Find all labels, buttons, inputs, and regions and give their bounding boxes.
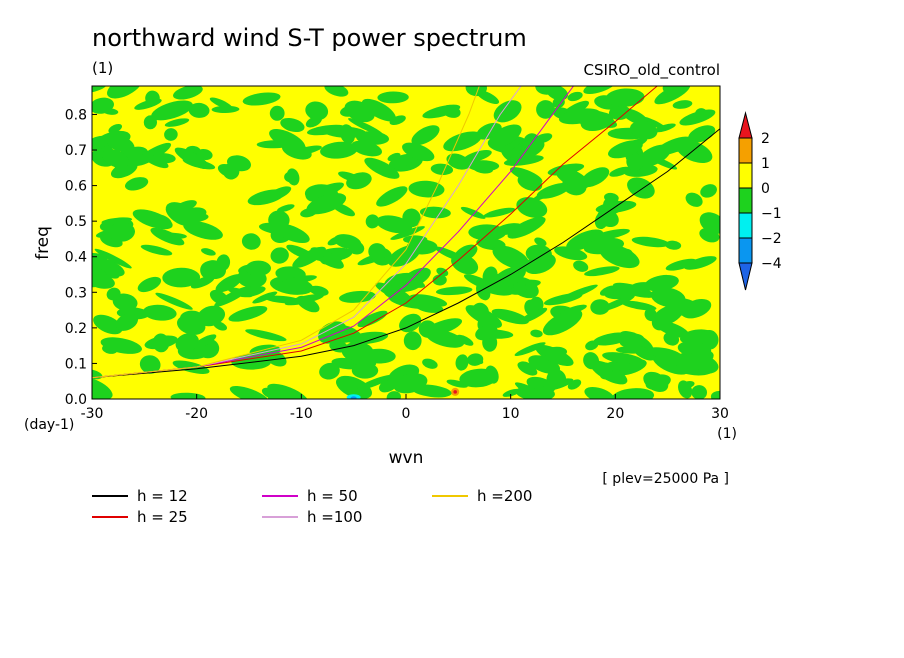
y-tick-label: 0.4 [65, 250, 87, 266]
y-tick-label: 0.3 [65, 285, 87, 301]
legend-label: h = 25 [137, 508, 188, 526]
curve-0 [92, 128, 720, 379]
curve-4 [92, 86, 480, 379]
colorbar-box [738, 237, 753, 264]
y-axis: 0.0 0.1 0.2 0.3 0.4 0.5 0.6 0.7 0.8 [65, 107, 97, 408]
x-tick-label: 20 [606, 406, 624, 422]
y-tick-label: 0.1 [65, 356, 87, 372]
colorbar-label: 2 [761, 131, 770, 147]
colorbar-label: −1 [761, 206, 782, 222]
legend-label: h = 12 [137, 487, 188, 505]
colorbar-top-arrow [738, 111, 753, 139]
x-tick-label: -20 [185, 406, 208, 422]
colorbar-label: 0 [761, 181, 770, 197]
y-tick-label: 0.2 [65, 321, 87, 337]
colorbar-label: −4 [761, 256, 782, 272]
x-axis-label: wvn [389, 448, 424, 468]
y-tick-label: 0.0 [65, 392, 87, 408]
curve-3 [92, 86, 522, 379]
x-tick-label: 10 [502, 406, 520, 422]
spectrum-field [92, 86, 720, 399]
chart-subtitle: (1) [92, 59, 113, 77]
colorbar-box [738, 212, 753, 239]
y-tick-label: 0.8 [65, 107, 87, 123]
colorbar-box [738, 187, 753, 214]
dispersion-curves [92, 86, 720, 379]
field-patches [92, 86, 720, 399]
legend-label: h = 50 [307, 487, 358, 505]
curve-1 [92, 86, 658, 379]
x-axis: -30 -20 -10 0 10 20 30 [81, 394, 729, 422]
y-axis-unit: (day-1) [24, 417, 74, 433]
colorbar-label: −2 [761, 231, 782, 247]
colorbar-label: 1 [761, 156, 770, 172]
run-label: CSIRO_old_control [583, 61, 720, 80]
plev-note: [ plev=25000 Pa ] [602, 471, 729, 487]
colorbar-box [738, 137, 753, 164]
x-tick-label: 30 [711, 406, 729, 422]
y-tick-label: 0.7 [65, 143, 87, 159]
x-tick-label: 0 [402, 406, 411, 422]
chart-title: northward wind S-T power spectrum [92, 24, 527, 52]
y-tick-label: 0.6 [65, 179, 87, 195]
colorbar-box [738, 162, 753, 189]
colorbar-bottom-arrow [738, 262, 753, 291]
x-tick-label: -30 [81, 406, 104, 422]
y-axis-label: freq [33, 226, 53, 260]
legend-label: h =200 [477, 487, 532, 505]
legend: h = 12 h = 25 h = 50 h =100 h =200 [92, 487, 532, 526]
legend-label: h =100 [307, 508, 362, 526]
x-tick-label: -10 [290, 406, 313, 422]
anomaly-high-core [453, 390, 457, 394]
curve-2 [92, 86, 574, 379]
colorbar: 2 1 0 −1 −2 −4 [738, 111, 782, 291]
x-axis-unit: (1) [717, 426, 737, 442]
anomaly-low-core [350, 396, 357, 399]
y-tick-label: 0.5 [65, 214, 87, 230]
